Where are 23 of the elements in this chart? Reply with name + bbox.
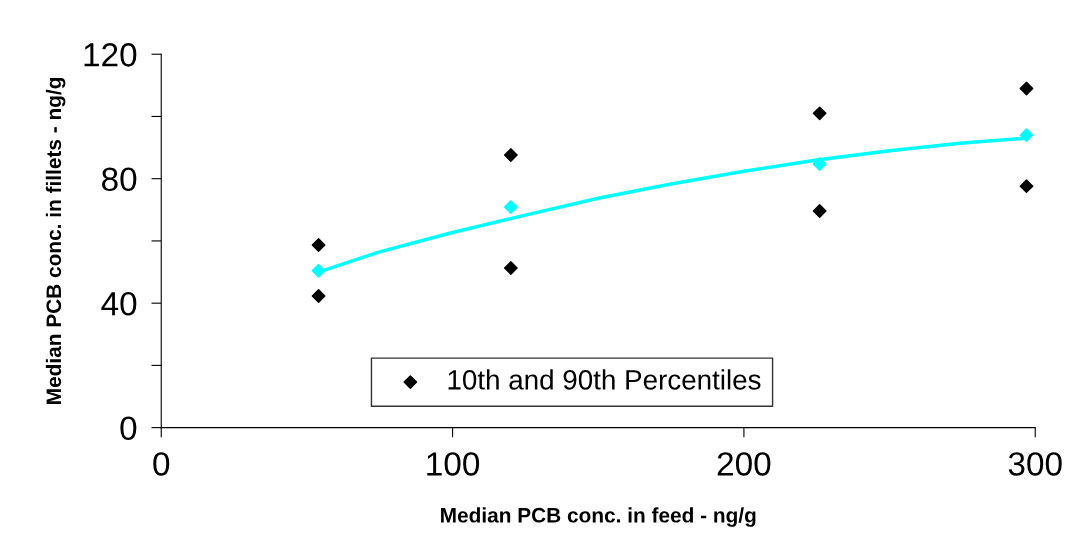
point [1019, 81, 1034, 96]
y-tick-label: 80 [102, 167, 137, 192]
point [311, 289, 326, 303]
point [1019, 179, 1034, 194]
legend-label: 10th and 90th Percentiles [448, 369, 761, 390]
point [503, 261, 518, 275]
point [1019, 128, 1034, 143]
x-tick-label: 300 [1008, 452, 1062, 476]
point [503, 148, 518, 162]
y-tick-label: 0 [120, 416, 137, 441]
point [812, 204, 827, 218]
x-tick-label: 200 [717, 452, 771, 476]
y-tick-label: 40 [101, 291, 137, 316]
point [812, 106, 827, 121]
y-axis-title: Median PCB conc. in fillets - ng/g [45, 77, 66, 404]
point [812, 157, 827, 171]
x-tick-label: 0 [153, 452, 170, 476]
point [311, 238, 326, 252]
x-tick-label: 100 [427, 452, 480, 476]
point [311, 263, 326, 278]
x-axis-title: Median PCB conc. in feed - ng/g [441, 507, 756, 527]
y-tick-label: 120 [84, 43, 137, 67]
point [503, 200, 518, 214]
